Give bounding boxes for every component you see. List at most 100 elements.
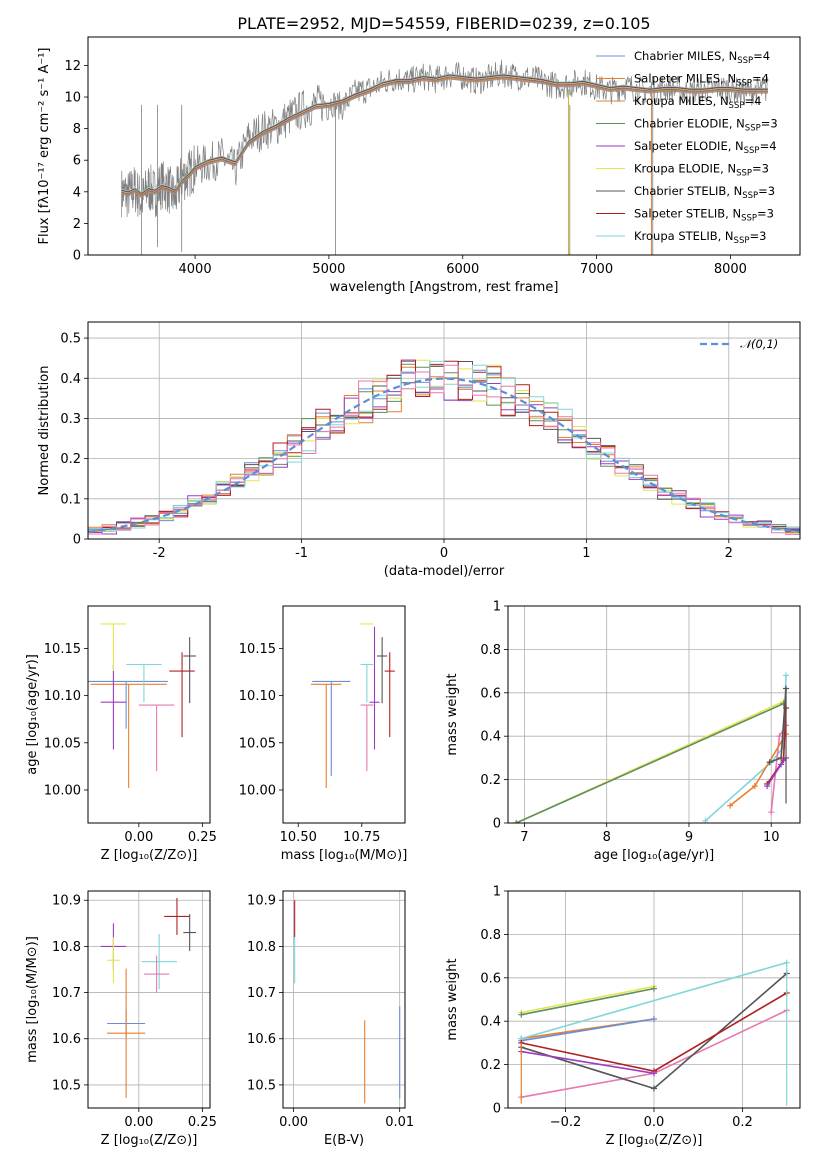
y-tick-label: 10.10	[44, 689, 81, 704]
y-tick-label: 10.00	[239, 783, 276, 798]
axes-weight-vs-age: 7 8 9 10 0 0.2 0.4 0.6 0.8 1 age [log₁₀(age/yr)] ma…	[445, 600, 801, 863]
weight-line	[515, 702, 784, 823]
x-tick-label: 0.2	[732, 1115, 753, 1130]
x-axis-label: wavelength [Angstrom, rest frame]	[330, 280, 559, 295]
y-tick-label: 0	[73, 249, 81, 264]
axes-weight-vs-Z: −0.2 0.0 0.2 0 0.2 0.4 0.6 0.8 1 Z [log₁₀(Z/Z⊙)] m…	[445, 885, 801, 1148]
axes-age-vs-Z: 0.00 0.25 10.00 10.05 10.10 10.15 Z [log₁₀(Z/Z…	[25, 605, 217, 863]
errorbar-point	[377, 637, 388, 704]
y-axis-label: mass weight	[445, 673, 460, 755]
errorbar-point	[183, 914, 197, 952]
legend-entry: Salpeter MILES, NSSP=4	[634, 72, 769, 89]
errorbar-point	[143, 955, 170, 993]
y-tick-label: 0.4	[480, 1015, 501, 1030]
x-tick-label: 0	[440, 546, 448, 561]
y-tick-label: 2	[73, 217, 81, 232]
y-tick-label: 0	[493, 1102, 501, 1117]
y-tick-label: 0.8	[480, 928, 501, 943]
plot-area-age-vs-Z	[88, 623, 197, 789]
y-tick-label: 10.7	[52, 986, 81, 1001]
weight-line	[521, 1018, 655, 1042]
errorbar-point	[90, 683, 167, 789]
y-tick-label: 10.9	[247, 894, 276, 909]
y-tick-label: 10.6	[52, 1032, 81, 1047]
legend-entry: Kroupa STELIB, NSSP=3	[634, 229, 766, 246]
legend-entry: Kroupa ELODIE, NSSP=3	[634, 162, 769, 179]
y-tick-label: 10.15	[239, 642, 276, 657]
legend-entry: Chabrier STELIB, NSSP=3	[634, 184, 775, 201]
x-tick-label: 10.75	[343, 830, 380, 845]
x-tick-label: 9	[685, 830, 693, 845]
x-axis-label: age [log₁₀(age/yr)]	[594, 848, 715, 863]
plot-frame	[282, 605, 406, 824]
x-tick-label: 8000	[714, 262, 747, 277]
y-tick-label: 10	[64, 91, 81, 106]
x-axis-label: Z [log₁₀(Z/Z⊙)]	[101, 1133, 198, 1148]
axes-mass-vs-Z: 0.00 0.25 10.5 10.6 10.7 10.8 10.9 Z [log₁₀(Z/Z…	[25, 890, 217, 1148]
y-tick-label: 10.5	[52, 1078, 81, 1093]
errorbar-point	[360, 663, 374, 703]
weight-line	[521, 987, 655, 1016]
x-tick-label: 0.25	[188, 830, 217, 845]
errorbar-point	[126, 663, 162, 703]
axes-residuals: -2 -1 0 1 2 0 0.1 0.2 0.3 0.4 0.5 (data-model)/erro…	[37, 321, 801, 579]
errorbar-point	[138, 704, 175, 772]
errorbar-point	[169, 652, 195, 738]
legend-entry: Chabrier ELODIE, NSSP=3	[634, 117, 778, 134]
errorbar-point	[100, 623, 127, 672]
errorbar-point	[360, 704, 374, 772]
y-tick-label: 0.8	[480, 643, 501, 658]
x-tick-label: 1	[582, 546, 590, 561]
y-tick-label: 0.1	[60, 492, 81, 507]
errorbar-point	[141, 933, 177, 990]
plot-frame	[87, 890, 211, 1109]
x-tick-label: 10.50	[280, 830, 317, 845]
y-tick-label: 0	[73, 533, 81, 548]
errorbar-point	[164, 897, 190, 935]
x-axis-label: E(B-V)	[324, 1133, 364, 1148]
x-axis-label: Z [log₁₀(Z/Z⊙)]	[606, 1133, 703, 1148]
weight-line	[521, 1050, 655, 1075]
y-tick-label: 0.4	[480, 730, 501, 745]
y-tick-label: 10.00	[44, 783, 81, 798]
y-tick-label: 0.2	[480, 1058, 501, 1073]
x-tick-label: 7	[520, 830, 528, 845]
y-tick-label: 10.8	[52, 940, 81, 955]
panels: 4000 5000 6000 7000 8000024681012wavelength …	[25, 14, 801, 1148]
errorbar-point	[107, 968, 146, 1098]
x-axis-label: (data-model)/error	[384, 564, 505, 579]
errorbar-point	[310, 683, 342, 789]
plot-frame	[507, 890, 801, 1109]
x-tick-label: -1	[295, 546, 308, 561]
plot-area-weight-vs-age	[513, 672, 790, 823]
y-axis-label: mass [log₁₀(M/M⊙)]	[25, 936, 40, 1063]
axes-spectrum: 4000 5000 6000 7000 8000 0 2 4 6 8 10 12 wavelength …	[37, 14, 801, 295]
legend: Chabrier MILES, NSSP=4 Salpeter MILES, NS…	[596, 49, 778, 246]
x-tick-label: 0.01	[385, 1115, 414, 1130]
legend-entry: Kroupa MILES, NSSP=4	[634, 94, 761, 111]
plot-area-mass-vs-Z	[100, 897, 197, 1098]
weight-line	[521, 961, 787, 1040]
plot-area-age-vs-mass	[310, 623, 395, 789]
y-tick-label: 4	[73, 185, 81, 200]
errorbar-point	[384, 652, 395, 738]
x-tick-label: 0.00	[124, 830, 153, 845]
x-tick-label: 7000	[580, 262, 613, 277]
y-axis-label: mass weight	[445, 958, 460, 1040]
y-tick-label: 0	[493, 817, 501, 832]
x-tick-label: 2	[725, 546, 733, 561]
x-tick-label: 5000	[312, 262, 345, 277]
legend-entry: Salpeter ELODIE, NSSP=4	[634, 139, 777, 156]
histogram-step	[88, 364, 800, 535]
x-tick-label: 0.25	[188, 1115, 217, 1130]
model-line	[121, 73, 768, 193]
legend-entry: Chabrier MILES, NSSP=4	[634, 49, 770, 66]
y-tick-label: 10.15	[44, 642, 81, 657]
y-tick-label: 10.9	[52, 894, 81, 909]
plot-area-spectrum	[121, 59, 768, 255]
y-tick-label: 10.10	[239, 689, 276, 704]
chart-title: PLATE=2952, MJD=54559, FIBERID=0239, z=0…	[237, 14, 650, 33]
y-tick-label: 0.2	[480, 773, 501, 788]
legend-entry: Salpeter STELIB, NSSP=3	[634, 207, 774, 224]
